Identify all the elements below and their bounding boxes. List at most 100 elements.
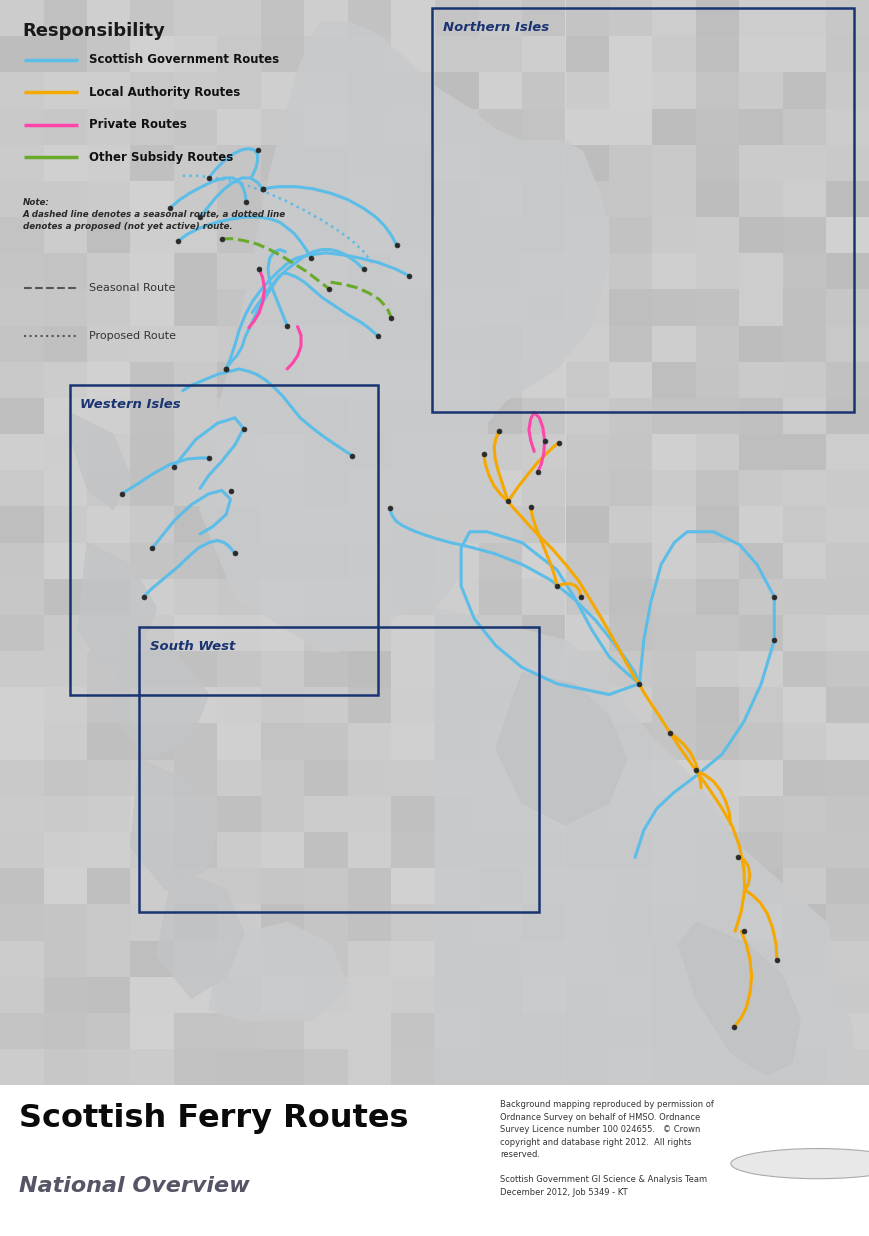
Bar bbox=[391, 73, 434, 109]
Bar bbox=[391, 868, 434, 905]
Bar bbox=[782, 362, 826, 398]
Bar bbox=[826, 507, 869, 543]
Bar bbox=[695, 434, 739, 470]
Text: Other Subsidy Routes: Other Subsidy Routes bbox=[89, 151, 233, 164]
Bar bbox=[174, 616, 217, 651]
Bar bbox=[391, 434, 434, 470]
Bar bbox=[174, 289, 217, 325]
Bar bbox=[130, 723, 174, 760]
Bar bbox=[130, 1049, 174, 1085]
Bar bbox=[652, 145, 695, 180]
Bar bbox=[130, 760, 174, 796]
Bar bbox=[521, 36, 565, 73]
Bar bbox=[565, 109, 608, 145]
Bar bbox=[0, 325, 43, 362]
Polygon shape bbox=[113, 629, 209, 760]
Bar bbox=[652, 796, 695, 832]
Bar bbox=[304, 905, 348, 941]
Circle shape bbox=[730, 1148, 869, 1179]
Text: South West: South West bbox=[149, 640, 235, 654]
Bar bbox=[391, 362, 434, 398]
Bar bbox=[695, 145, 739, 180]
Bar bbox=[391, 180, 434, 218]
Bar bbox=[478, 941, 521, 976]
Bar bbox=[348, 905, 391, 941]
Bar bbox=[391, 109, 434, 145]
Bar bbox=[261, 832, 304, 868]
Bar bbox=[434, 651, 478, 687]
Bar bbox=[130, 145, 174, 180]
Bar bbox=[434, 543, 478, 578]
Bar bbox=[261, 470, 304, 507]
Text: Scottish Government Routes: Scottish Government Routes bbox=[89, 53, 279, 67]
Polygon shape bbox=[78, 543, 156, 672]
Bar bbox=[782, 470, 826, 507]
Bar bbox=[304, 109, 348, 145]
Bar bbox=[565, 760, 608, 796]
Bar bbox=[608, 109, 652, 145]
Bar bbox=[782, 1012, 826, 1049]
Bar bbox=[43, 543, 87, 578]
Text: Scottish Ferry Routes: Scottish Ferry Routes bbox=[19, 1104, 408, 1135]
Bar bbox=[608, 434, 652, 470]
Bar bbox=[130, 543, 174, 578]
Bar bbox=[0, 543, 43, 578]
Bar bbox=[782, 325, 826, 362]
Bar bbox=[130, 507, 174, 543]
Bar bbox=[434, 1049, 478, 1085]
Bar bbox=[130, 976, 174, 1012]
Bar bbox=[261, 976, 304, 1012]
Bar bbox=[348, 180, 391, 218]
Bar bbox=[217, 289, 261, 325]
Bar bbox=[521, 760, 565, 796]
Bar bbox=[130, 941, 174, 976]
Bar bbox=[434, 218, 478, 253]
Bar bbox=[521, 434, 565, 470]
Bar bbox=[608, 36, 652, 73]
Bar bbox=[217, 796, 261, 832]
Bar bbox=[304, 180, 348, 218]
Bar bbox=[608, 578, 652, 616]
Bar bbox=[521, 398, 565, 434]
Bar bbox=[826, 180, 869, 218]
Bar bbox=[782, 543, 826, 578]
Bar bbox=[348, 398, 391, 434]
Bar bbox=[826, 36, 869, 73]
Bar bbox=[652, 723, 695, 760]
Bar bbox=[43, 760, 87, 796]
Bar bbox=[782, 832, 826, 868]
Bar bbox=[478, 651, 521, 687]
Bar bbox=[695, 289, 739, 325]
Bar bbox=[739, 434, 782, 470]
Bar bbox=[217, 218, 261, 253]
Bar bbox=[739, 253, 782, 289]
Bar bbox=[434, 976, 478, 1012]
Bar bbox=[565, 218, 608, 253]
Bar bbox=[261, 398, 304, 434]
Bar bbox=[87, 507, 130, 543]
Bar bbox=[348, 1012, 391, 1049]
Bar bbox=[608, 687, 652, 723]
Bar bbox=[130, 218, 174, 253]
Bar bbox=[782, 507, 826, 543]
Bar bbox=[565, 1049, 608, 1085]
Bar bbox=[652, 362, 695, 398]
Bar bbox=[130, 398, 174, 434]
Bar bbox=[434, 73, 478, 109]
Bar bbox=[826, 723, 869, 760]
Bar bbox=[434, 905, 478, 941]
Bar bbox=[43, 434, 87, 470]
Bar bbox=[695, 543, 739, 578]
Bar bbox=[652, 687, 695, 723]
Bar bbox=[70, 386, 378, 695]
Bar bbox=[826, 616, 869, 651]
Bar bbox=[608, 289, 652, 325]
Bar bbox=[652, 398, 695, 434]
Bar bbox=[0, 1012, 43, 1049]
Bar bbox=[739, 289, 782, 325]
Bar bbox=[304, 976, 348, 1012]
Bar bbox=[608, 0, 652, 36]
Bar bbox=[826, 578, 869, 616]
Bar bbox=[304, 0, 348, 36]
Bar bbox=[739, 905, 782, 941]
